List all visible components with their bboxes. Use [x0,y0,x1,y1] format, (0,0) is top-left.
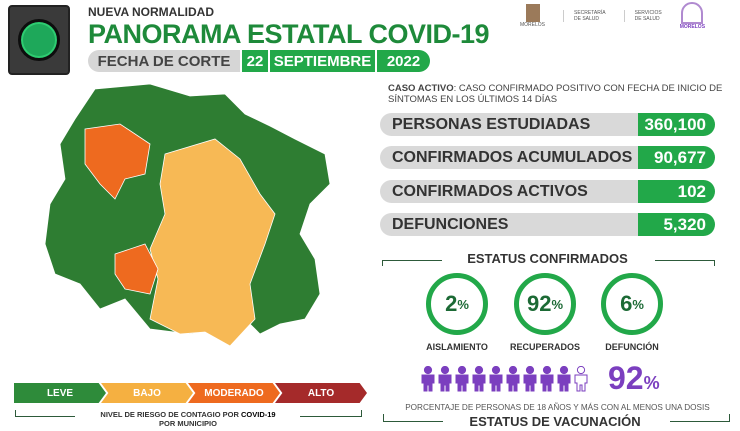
morelos-map [44,84,331,347]
unit: % [457,296,469,312]
stat-label: DEFUNCIONES [380,213,638,236]
stat-value: 90,677 [638,146,715,169]
morelos-brand-logo: MORELOS [680,2,705,30]
subtitle: NUEVA NORMALIDAD [88,5,214,19]
caption-bold: COVID-19 [240,410,276,419]
stat-defunciones: DEFUNCIONES 5,320 [380,213,715,236]
person-icon [438,366,452,392]
person-icon [557,366,571,392]
people-row [420,366,589,392]
page-title: PANORAMA ESTATAL COVID-19 [88,19,490,49]
active-case-caption: CASO ACTIVO: CASO CONFIRMADO POSITIVO CO… [388,83,728,105]
stat-personas-estudiadas: PERSONAS ESTUDIADAS 360,100 [380,113,715,136]
legend-caption: NIVEL DE RIESGO DE CONTAGIO POR COVID-19… [78,410,298,428]
recuperados-circle: 92% [514,273,576,335]
stat-confirmados-acumulados: CONFIRMADOS ACUMULADOS 90,677 [380,146,715,169]
unit: % [643,373,660,393]
stat-label: CONFIRMADOS ACUMULADOS [380,146,638,169]
caption-part: NIVEL DE RIESGO DE CONTAGIO POR [100,410,241,419]
secretaria-text-2: DE SALUD [574,16,600,22]
secretaria-text: SECRETARÍA [574,10,606,16]
date-day: 22 [242,50,268,72]
servicios-text: SERVICIOS [634,10,662,16]
stat-value: 5,320 [638,213,715,236]
legend-leve: LEVE [14,383,106,403]
person-icon [455,366,469,392]
logos: MORELOS SECRETARÍA DE SALUD SERVICIOS DE S… [520,2,705,30]
map-region-orange-north [84,123,151,200]
vaccination-percent: 92% [608,360,660,397]
person-icon [421,366,435,392]
map-region-orange-south [114,243,159,295]
servicios-text-2: DE SALUD [634,16,660,22]
person-icon [574,366,588,392]
date-month: SEPTIEMBRE [270,50,375,72]
divider [383,414,443,422]
person-icon [489,366,503,392]
divider [15,410,75,417]
stat-value: 360,100 [638,113,715,136]
defuncion-label: DEFUNCIÓN [605,342,659,352]
legend-moderado: MODERADO [188,383,280,403]
risk-legend: LEVE BAJO MODERADO ALTO [14,383,367,403]
vaccination-title: ESTATUS DE VACUNACIÓN [469,414,641,429]
traffic-light-icon [8,5,70,75]
stat-label: CONFIRMADOS ACTIVOS [380,180,638,203]
divider [300,410,362,417]
legend-bajo: BAJO [101,383,193,403]
secretaria-logo: SECRETARÍA DE SALUD [563,10,606,22]
caption-text: : CASO CONFIRMADO POSITIVO CON FECHA DE … [388,83,723,105]
flower-icon [681,2,704,24]
divider [670,414,730,422]
unit: % [551,296,564,312]
value: 6 [620,291,633,316]
morelos-brand-text: MORELOS [679,24,706,30]
divider [382,260,442,266]
date-year: 2022 [377,50,430,72]
stat-label: PERSONAS ESTUDIADAS [380,113,638,136]
caption-bold: CASO ACTIVO [388,83,454,94]
person-icon [472,366,486,392]
defuncion-circle: 6% [601,273,663,335]
person-icon [523,366,537,392]
aislamiento-circle: 2% [426,273,488,335]
person-icon [506,366,520,392]
morelos-logo: MORELOS [520,4,545,28]
caption-part-2: POR MUNICIPIO [159,419,217,428]
aislamiento-label: AISLAMIENTO [426,342,488,352]
legend-alto: ALTO [275,383,367,403]
morelos-text: MORELOS [520,22,546,28]
stat-value: 102 [638,180,715,203]
stat-confirmados-activos: CONFIRMADOS ACTIVOS 102 [380,180,715,203]
unit: % [632,296,644,312]
recuperados-label: RECUPERADOS [509,342,580,352]
person-icon [540,366,554,392]
servicios-logo: SERVICIOS DE SALUD [623,10,662,22]
shield-icon [525,4,540,22]
map-region-yellow [149,138,276,347]
date-label: FECHA DE CORTE [88,50,240,72]
status-title: ESTATUS CONFIRMADOS [467,251,628,266]
divider [655,260,715,266]
value: 2 [445,291,458,316]
value: 92 [608,360,644,396]
value: 92 [526,291,552,316]
vaccination-caption: PORCENTAJE DE PERSONAS DE 18 AÑOS Y MÁS … [405,403,710,412]
